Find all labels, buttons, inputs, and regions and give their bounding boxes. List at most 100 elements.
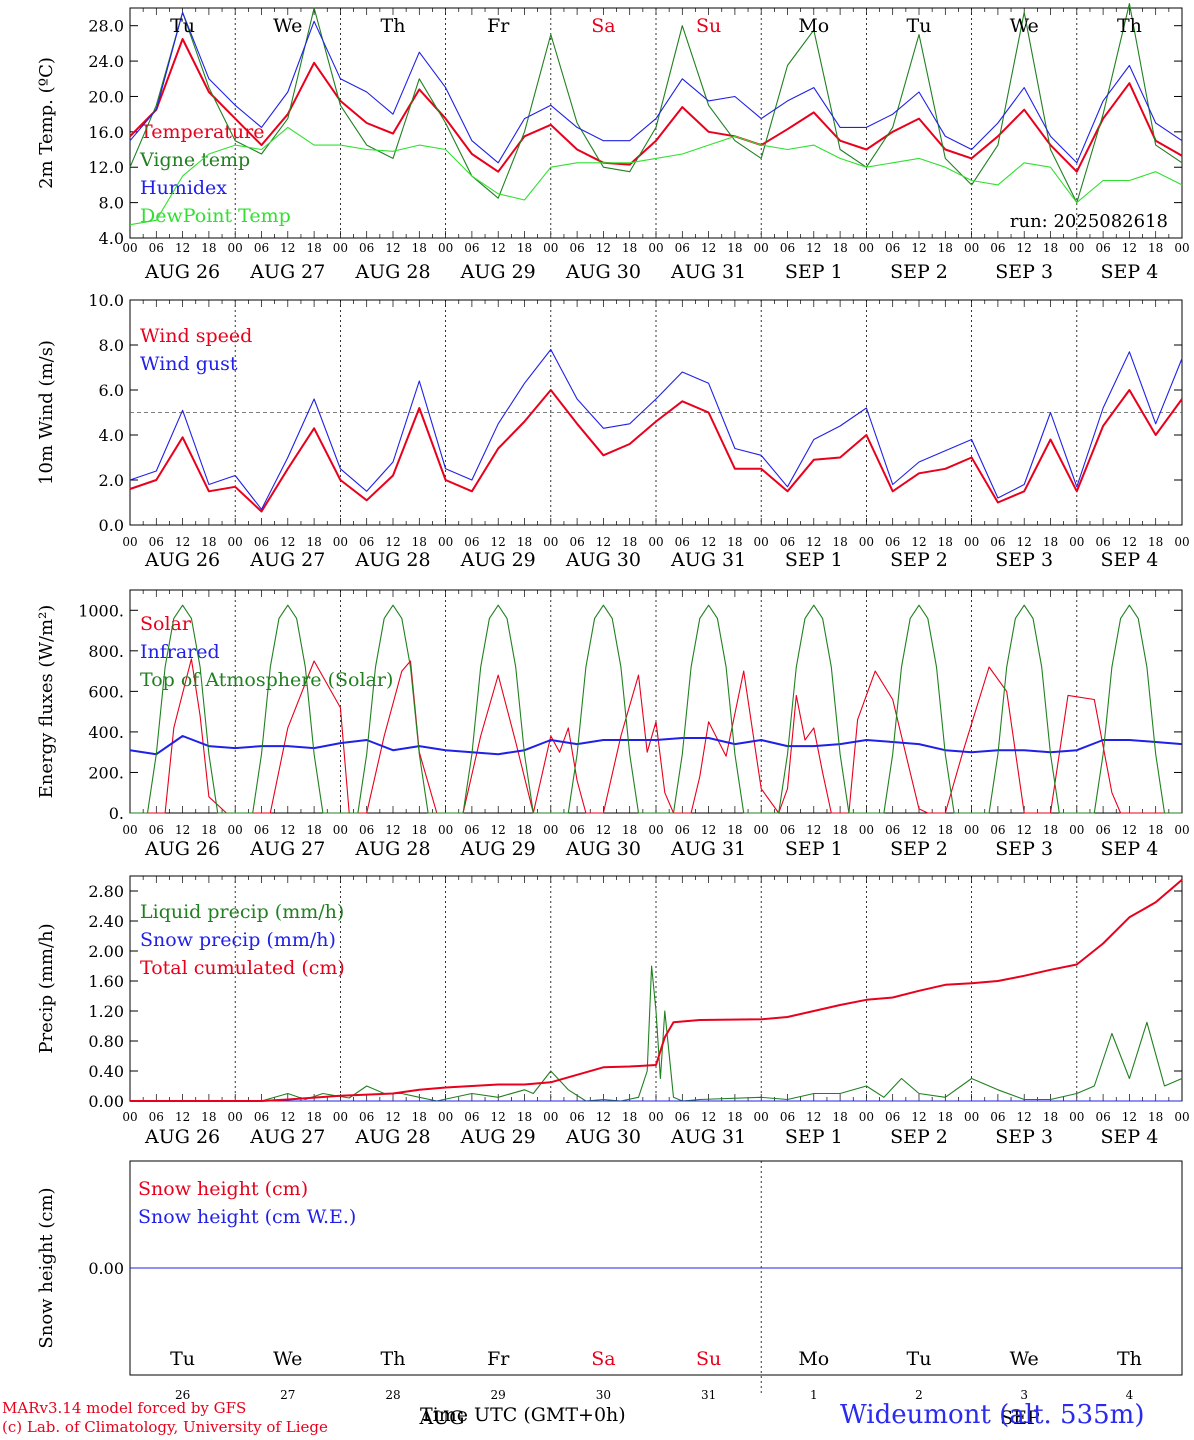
date-label: SEP 1 <box>785 261 843 283</box>
date-label: AUG 28 <box>354 549 430 571</box>
weekday-label-bottom: Th <box>381 1348 406 1370</box>
legend-entry: Wind gust <box>140 353 238 375</box>
weekday-label-top: Tu <box>170 15 195 37</box>
hour-tick-label: 12 <box>911 241 926 255</box>
y-tick-label: 16.0 <box>88 123 124 142</box>
hour-tick-label: 06 <box>149 823 164 837</box>
date-label: AUG 30 <box>565 838 641 860</box>
hour-tick-label: 06 <box>464 535 479 549</box>
weekday-label-top: Fr <box>487 15 510 37</box>
date-label: AUG 26 <box>144 261 220 283</box>
hour-tick-label: 06 <box>1095 241 1110 255</box>
hour-tick-label: 18 <box>306 823 321 837</box>
hour-tick-label: 00 <box>1069 823 1084 837</box>
hour-tick-label: 00 <box>543 1110 558 1124</box>
legend-entry: Solar <box>140 613 192 635</box>
hour-tick-label: 18 <box>201 535 216 549</box>
series-line-solar <box>130 658 1182 814</box>
hour-tick-label: 06 <box>569 241 584 255</box>
hour-tick-label: 18 <box>517 535 532 549</box>
legend-entry: Humidex <box>140 177 227 199</box>
hour-tick-label: 00 <box>228 535 243 549</box>
y-tick-label: 200. <box>88 763 124 782</box>
y-tick-label: 800. <box>88 642 124 661</box>
run-label: run: 2025082618 <box>1010 211 1168 232</box>
hour-tick-label: 12 <box>596 535 611 549</box>
hour-tick-label: 18 <box>517 241 532 255</box>
y-tick-label: 28.0 <box>88 17 124 36</box>
hour-tick-label: 00 <box>122 241 137 255</box>
hour-tick-label: 06 <box>149 535 164 549</box>
hour-tick-label: 00 <box>1174 535 1189 549</box>
hour-tick-label: 00 <box>964 1110 979 1124</box>
date-label: AUG 31 <box>670 261 746 283</box>
hour-tick-label: 18 <box>832 241 847 255</box>
y-tick-label: 24.0 <box>88 52 124 71</box>
hour-tick-label: 18 <box>1148 1110 1163 1124</box>
hour-tick-label: 12 <box>175 241 190 255</box>
hour-tick-label: 00 <box>543 823 558 837</box>
legend-entry: Total cumulated (cm) <box>140 957 345 979</box>
hour-tick-label: 00 <box>754 823 769 837</box>
y-tick-label: 8.0 <box>99 194 124 213</box>
hour-tick-label: 18 <box>622 535 637 549</box>
hour-tick-label: 18 <box>832 823 847 837</box>
hour-tick-label: 12 <box>385 1110 400 1124</box>
hour-tick-label: 00 <box>754 241 769 255</box>
hour-tick-label: 00 <box>438 241 453 255</box>
weekday-label-top: Mo <box>798 15 829 37</box>
hour-tick-label: 00 <box>859 241 874 255</box>
hour-tick-label: 18 <box>1148 823 1163 837</box>
hour-tick-label: 18 <box>306 535 321 549</box>
y-tick-label: 1000. <box>78 601 124 620</box>
y-axis-label: Precip (mm/h) <box>36 923 57 1053</box>
hour-tick-label: 12 <box>491 1110 506 1124</box>
date-label: SEP 3 <box>995 1126 1053 1148</box>
hour-tick-label: 12 <box>1122 823 1137 837</box>
date-label: SEP 1 <box>785 549 843 571</box>
day-number-label: 26 <box>175 1388 190 1402</box>
date-label: SEP 1 <box>785 838 843 860</box>
y-axis-label: 2m Temp. (ºC) <box>36 57 57 189</box>
hour-tick-label: 00 <box>1069 1110 1084 1124</box>
hour-tick-label: 12 <box>701 823 716 837</box>
date-label: AUG 30 <box>565 1126 641 1148</box>
y-tick-label: 12.0 <box>88 158 124 177</box>
hour-tick-label: 00 <box>648 823 663 837</box>
weekday-label-bottom: Fr <box>487 1348 510 1370</box>
hour-tick-label: 00 <box>1069 241 1084 255</box>
hour-tick-label: 00 <box>859 535 874 549</box>
hour-tick-label: 06 <box>464 241 479 255</box>
hour-tick-label: 06 <box>885 1110 900 1124</box>
hour-tick-label: 00 <box>333 1110 348 1124</box>
hour-tick-label: 06 <box>990 1110 1005 1124</box>
hour-tick-label: 18 <box>938 535 953 549</box>
hour-tick-label: 18 <box>832 535 847 549</box>
date-label: SEP 3 <box>995 261 1053 283</box>
weekday-label-top: Th <box>381 15 406 37</box>
y-axis-label: 10m Wind (m/s) <box>36 340 57 485</box>
hour-tick-label: 06 <box>885 241 900 255</box>
hour-tick-label: 00 <box>964 535 979 549</box>
x-axis-title: Time UTC (GMT+0h) <box>420 1404 626 1426</box>
hour-tick-label: 18 <box>622 1110 637 1124</box>
hour-tick-label: 00 <box>648 1110 663 1124</box>
hour-tick-label: 06 <box>569 823 584 837</box>
y-tick-label: 10.0 <box>88 291 124 310</box>
date-label: SEP 4 <box>1100 549 1158 571</box>
hour-tick-label: 06 <box>569 535 584 549</box>
hour-tick-label: 12 <box>701 1110 716 1124</box>
day-number-label: 30 <box>596 1388 611 1402</box>
hour-tick-label: 06 <box>464 1110 479 1124</box>
date-label: AUG 29 <box>460 838 536 860</box>
y-tick-label: 4.0 <box>99 229 124 248</box>
hour-tick-label: 00 <box>543 535 558 549</box>
hour-tick-label: 18 <box>622 823 637 837</box>
y-tick-label: 0. <box>109 804 124 823</box>
hour-tick-label: 12 <box>911 823 926 837</box>
weekday-label-top: Sa <box>591 15 615 37</box>
model-credit: MARv3.14 model forced by GFS (c) Lab. of… <box>2 1399 328 1437</box>
hour-tick-label: 00 <box>1174 823 1189 837</box>
day-number-label: 4 <box>1126 1388 1134 1402</box>
hour-tick-label: 18 <box>412 1110 427 1124</box>
